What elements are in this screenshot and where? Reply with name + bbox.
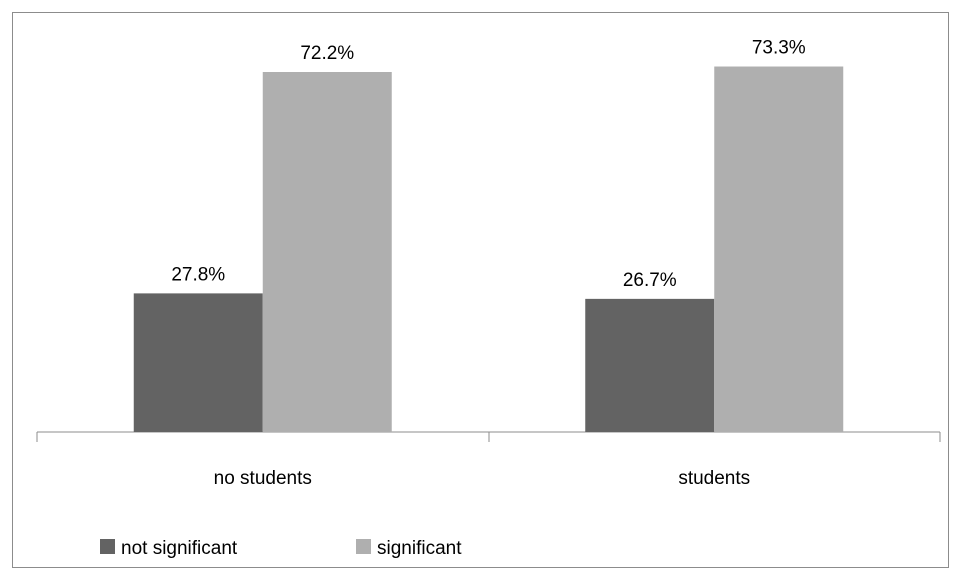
legend-label-significant: significant [377,538,462,559]
data-label-not-significant-2: 26.7% [623,270,677,291]
bar-not-significant-1 [133,293,263,432]
labels-layer: 27.8% 72.2% no students 26.7% 73.3% students [171,38,805,489]
bar-not-significant-2 [585,298,715,432]
bar-significant-1 [262,72,392,432]
legend-label-not-significant: not significant [121,538,238,559]
data-label-not-significant-1: 27.8% [171,264,225,285]
data-label-significant-2: 73.3% [752,38,806,59]
legend-swatch-significant [356,539,371,554]
bar-significant-2 [714,66,844,433]
legend-swatch-not-significant [100,539,115,554]
data-label-significant-1: 72.2% [300,43,354,64]
bars-layer [133,66,844,433]
category-label-1: no students [214,468,312,489]
legend: not significant significant [100,538,462,559]
category-label-2: students [678,468,750,489]
